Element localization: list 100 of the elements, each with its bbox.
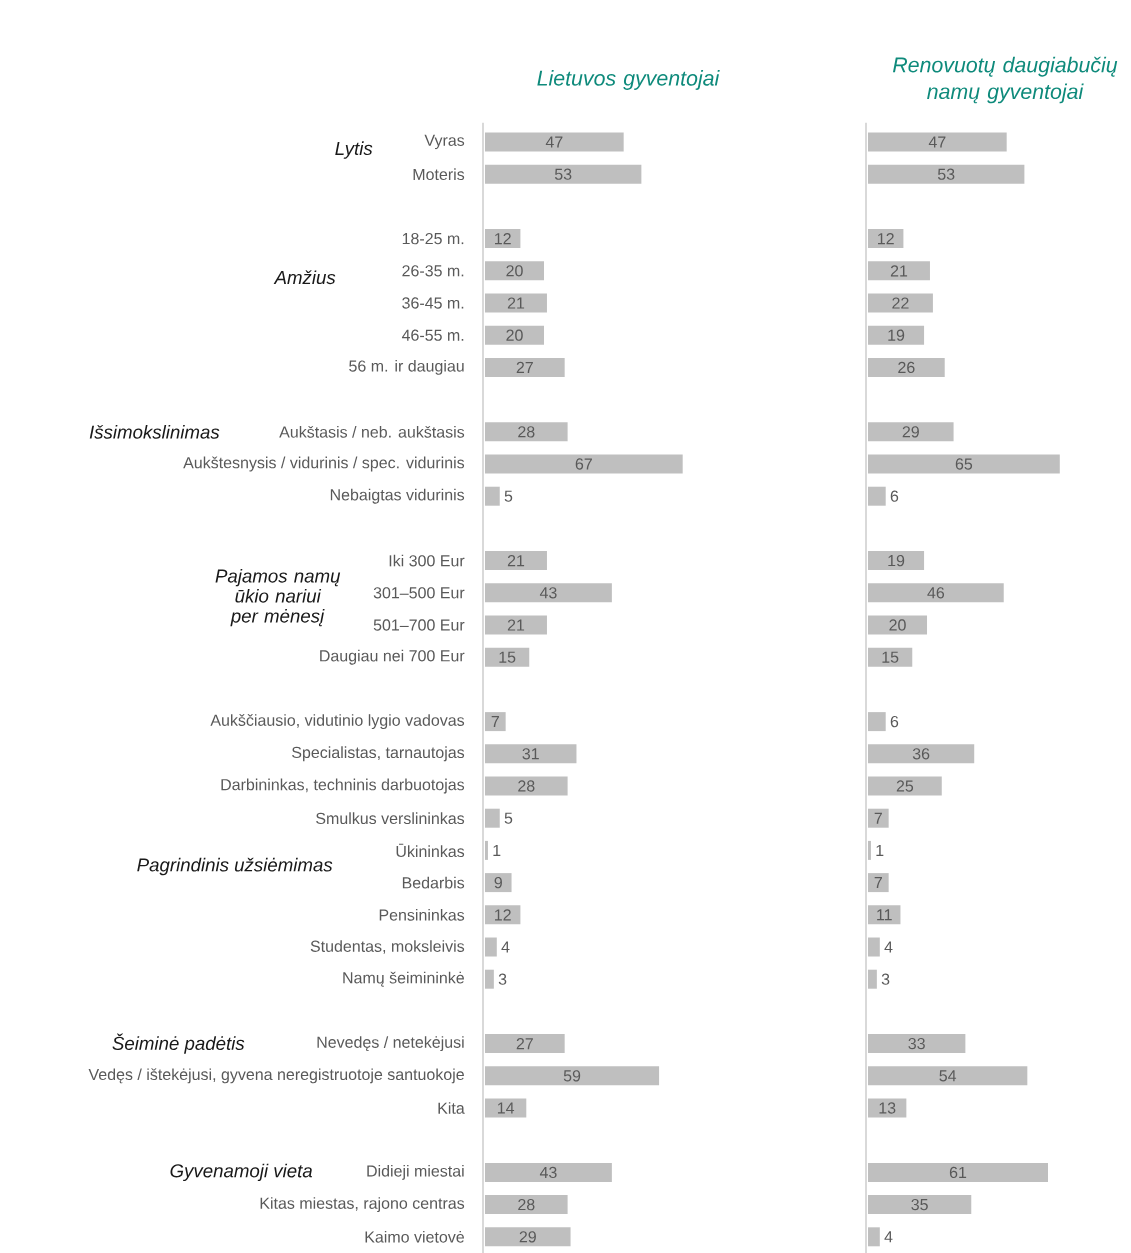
data-label: 26: [898, 361, 915, 374]
bar: [484, 1066, 660, 1086]
data-label: 5: [504, 490, 513, 502]
y-tick-label: 46-55 m.: [401, 329, 464, 341]
data-label: 59: [563, 1070, 581, 1082]
data-label: 20: [889, 619, 906, 631]
bar: [868, 1066, 1028, 1086]
data-label: 19: [888, 329, 905, 341]
data-label: 9: [494, 876, 502, 889]
bar: [868, 325, 925, 345]
bar: [484, 873, 512, 893]
text: Pajamos namų ūkio nariui per mėnesį: [215, 568, 341, 627]
y-tick-label: Pensininkas: [379, 908, 465, 921]
y-tick-label: Studentas, moksleivis: [310, 940, 465, 954]
data-label: 12: [878, 233, 894, 245]
data-label: 53: [937, 168, 955, 180]
bar: [484, 840, 488, 860]
bar: [868, 905, 901, 925]
data-label: 3: [498, 973, 507, 985]
bar: [868, 164, 1025, 184]
bar: [868, 357, 945, 377]
data-label: 4: [884, 941, 893, 953]
data-label: 13: [879, 1102, 896, 1114]
data-label: 14: [497, 1102, 515, 1114]
y-tick-label: Nebaigtas vidurinis: [330, 488, 465, 504]
bar: [484, 132, 624, 152]
y-tick-label: 501–700 Eur: [373, 619, 465, 631]
data-label: 19: [888, 554, 905, 567]
data-label: 47: [545, 136, 563, 148]
y-tick-label: Kita: [438, 1102, 465, 1114]
bar: [484, 454, 683, 474]
data-label: 7: [491, 716, 499, 728]
y-tick-label: 26-35 m.: [402, 265, 464, 277]
data-label: 53: [554, 168, 572, 180]
bar: [484, 1227, 571, 1247]
data-label: 28: [518, 1198, 535, 1211]
data-label: 7: [874, 812, 882, 824]
data-label: 22: [892, 297, 909, 309]
data-label: 35: [911, 1198, 928, 1211]
data-label: 61: [949, 1166, 967, 1179]
bar: [484, 808, 500, 828]
y-tick-label: Namų šeimininkė: [343, 971, 464, 987]
y-tick-label: Kitas miestas, rajono centras: [260, 1197, 465, 1213]
y-tick-label: Nevedęs / netekėjusi: [317, 1036, 464, 1052]
y-tick-label: Darbininkas, techninis darbuotojas: [221, 778, 465, 794]
y-tick-label: Vedęs / ištekėjusi, gyvena neregistruotoje santuokoje: [88, 1068, 464, 1084]
data-label: 1: [876, 844, 884, 856]
text: Lytis: [335, 141, 373, 159]
bar: [484, 293, 547, 313]
data-label: 6: [890, 490, 899, 502]
bar: [868, 1227, 880, 1247]
text: Pagrindinis užsiėmimas: [137, 857, 333, 876]
data-label: 11: [877, 909, 892, 921]
bar: [868, 454, 1060, 474]
text: Išsimokslinimas: [89, 424, 220, 439]
bar: [868, 486, 886, 506]
bar: [484, 486, 500, 506]
bar: [868, 1034, 966, 1054]
bar: [868, 744, 975, 764]
y-tick-label: Iki 300 Eur: [389, 554, 465, 567]
data-label: 31: [522, 748, 539, 760]
bar: [868, 712, 886, 732]
y-tick-label: Kaimo vietovė: [365, 1230, 464, 1243]
bar: [868, 583, 1004, 603]
y-tick-label: Bedarbis: [402, 876, 465, 889]
bar: [868, 1162, 1048, 1182]
data-label: 21: [507, 619, 525, 631]
data-label: 12: [495, 909, 511, 921]
data-label: 43: [539, 587, 557, 599]
data-label: 6: [890, 715, 899, 728]
data-label: 67: [575, 458, 592, 470]
data-label: 28: [518, 780, 535, 792]
y-tick-label: Ūkininkas: [396, 843, 465, 858]
bar: [484, 357, 565, 377]
data-label: 15: [499, 651, 516, 663]
data-label: 3: [881, 973, 890, 985]
data-label: 4: [884, 1231, 893, 1243]
bar: [484, 615, 547, 635]
chart-title: Renovuotų daugiabučių namų gyventojai: [892, 56, 1118, 104]
data-label: 27: [516, 361, 533, 373]
bar: [484, 905, 521, 925]
bar: [868, 776, 942, 796]
data-label: 29: [902, 426, 919, 438]
bar: [484, 647, 530, 667]
bar: [868, 551, 925, 571]
bar: [484, 583, 612, 603]
bar: [868, 422, 954, 442]
bar: [484, 776, 568, 796]
y-tick-label: 36-45 m.: [402, 297, 464, 309]
y-tick-label: 301–500 Eur: [373, 587, 465, 599]
bar: [868, 937, 880, 957]
bar: [868, 132, 1007, 152]
bar: [484, 551, 547, 571]
data-label: 25: [896, 780, 914, 792]
bar: [484, 712, 506, 732]
data-label: 1: [493, 844, 501, 856]
bar: [868, 1195, 972, 1215]
data-label: 33: [908, 1037, 925, 1050]
text: Šeiminė padėtis: [112, 1033, 245, 1054]
bar: [484, 229, 521, 249]
